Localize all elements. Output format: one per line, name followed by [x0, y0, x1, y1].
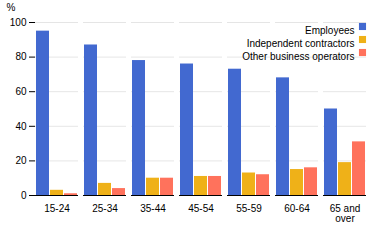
svg-text:35-44: 35-44 [140, 203, 166, 214]
svg-text:%: % [7, 2, 16, 13]
svg-text:0: 0 [21, 190, 27, 201]
svg-text:80: 80 [15, 51, 27, 62]
svg-text:Independent contractors: Independent contractors [247, 38, 355, 49]
svg-text:45-54: 45-54 [188, 203, 214, 214]
svg-text:40: 40 [15, 121, 27, 132]
svg-text:20: 20 [15, 155, 27, 166]
svg-text:65 andover: 65 andover [330, 203, 361, 224]
svg-text:55-59: 55-59 [236, 203, 262, 214]
svg-text:60: 60 [15, 86, 27, 97]
svg-text:60-64: 60-64 [284, 203, 310, 214]
svg-text:15-24: 15-24 [44, 203, 70, 214]
svg-text:100: 100 [10, 17, 27, 28]
svg-text:Employees: Employees [305, 25, 354, 36]
svg-text:Other business operators: Other business operators [242, 51, 354, 62]
svg-text:25-34: 25-34 [92, 203, 118, 214]
